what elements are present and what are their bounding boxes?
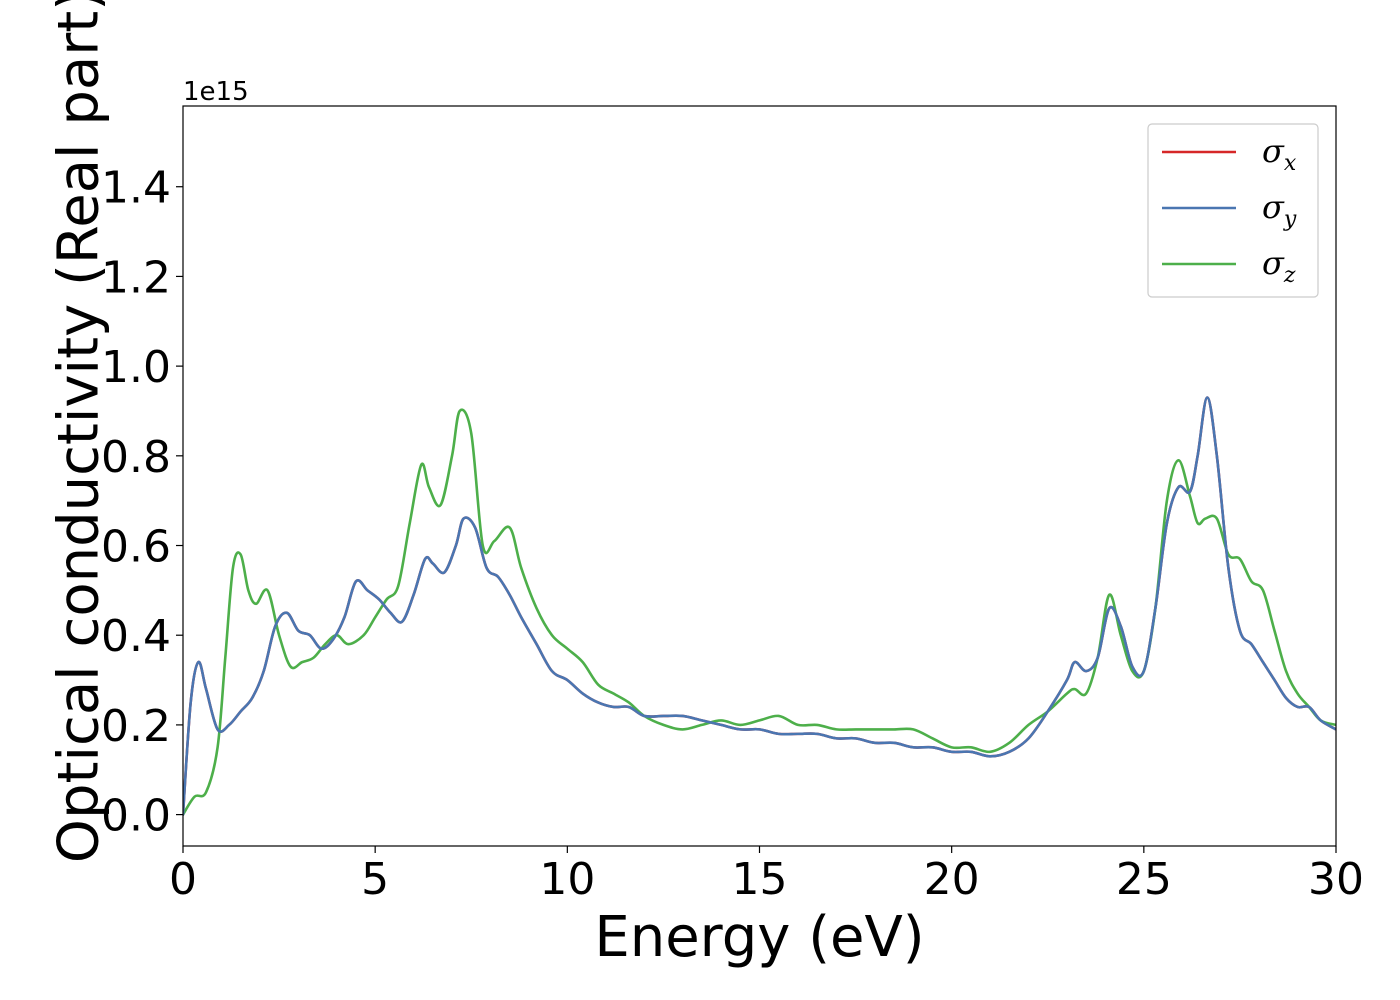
series-line-sigma-y [183, 396, 1336, 816]
series-line-sigma-x [183, 396, 1336, 816]
x-tick-label: 0 [169, 854, 197, 905]
x-tick-label: 25 [1116, 854, 1172, 905]
x-axis-ticks: 0 5 10 15 20 25 30 [169, 846, 1364, 905]
x-tick-label: 20 [924, 854, 980, 905]
y-offset-text: 1e15 [183, 77, 249, 107]
x-tick-label: 30 [1308, 854, 1364, 905]
y-tick-label: 0.2 [101, 701, 171, 752]
x-tick-label: 15 [732, 854, 788, 905]
y-tick-label: 1.2 [101, 252, 171, 303]
y-tick-label: 0.4 [101, 611, 171, 662]
y-axis-ticks: 0.0 0.2 0.4 0.6 0.8 1.0 1.2 1.4 [101, 163, 183, 842]
y-tick-label: 0.6 [101, 522, 171, 573]
x-tick-label: 10 [539, 854, 595, 905]
y-axis-label: Optical conductivity (Real part) [47, 0, 112, 863]
legend-box [1147, 123, 1319, 298]
x-axis-label: Energy (eV) [594, 905, 924, 970]
series-line-sigma-z [183, 408, 1336, 816]
y-tick-label: 1.0 [101, 342, 171, 393]
y-tick-label: 0.8 [101, 432, 171, 483]
legend-label-sigma-z: σz [1262, 244, 1296, 288]
y-tick-label: 1.4 [101, 163, 171, 214]
series-layer [183, 396, 1336, 816]
x-tick-label: 5 [361, 854, 389, 905]
y-tick-label: 0.0 [101, 791, 171, 842]
